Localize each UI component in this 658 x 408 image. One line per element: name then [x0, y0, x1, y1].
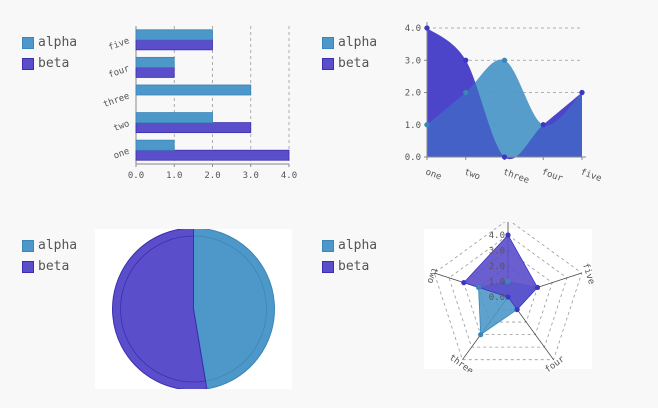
- bar-alpha-one: [135, 139, 175, 151]
- bar-beta-two: [135, 122, 252, 134]
- x-tick-label: 3.0: [243, 171, 259, 181]
- bar-alpha-two: [135, 112, 213, 123]
- legend-bar-chart: alpha beta: [22, 32, 77, 74]
- beta-swatch: [322, 260, 334, 273]
- x-tick-label: 1.0: [166, 171, 182, 181]
- beta-swatch: [22, 260, 34, 273]
- legend-label-beta: beta: [38, 56, 70, 71]
- y-tick-label: 3.0: [405, 56, 421, 66]
- y-tick-label: 0.0: [405, 153, 421, 163]
- radar-point-beta-five: [534, 284, 541, 291]
- radial-tick-label: 1.0: [489, 278, 505, 288]
- alpha-swatch: [322, 239, 334, 252]
- x-tick-label: two: [463, 167, 482, 182]
- legend-label-alpha: alpha: [338, 35, 378, 50]
- bar-chart: 0.0 1.0 2.0 3.0 4.0 one two three four five: [102, 26, 297, 181]
- alpha-swatch: [322, 36, 334, 49]
- y-tick-label: 4.0: [405, 24, 421, 34]
- legend-item-alpha: alpha: [22, 32, 77, 53]
- area-chart: 0.0 1.0 2.0 3.0 4.0 one two three four five: [405, 22, 603, 186]
- y-tick-label: two: [112, 119, 131, 134]
- legend-radar-chart: alpha beta: [322, 235, 377, 277]
- legend-item-beta: beta: [322, 256, 377, 277]
- bar-alpha-five: [135, 29, 213, 41]
- beta-swatch: [22, 57, 34, 70]
- legend-item-beta: beta: [22, 256, 77, 277]
- x-tick-label: 4.0: [281, 171, 297, 181]
- pie-slice-beta: [112, 229, 208, 389]
- point-alpha-three: [501, 57, 508, 63]
- point-alpha-one: [424, 122, 430, 128]
- legend-label-alpha: alpha: [38, 238, 78, 253]
- radial-tick-label: 0.0: [489, 293, 505, 303]
- point-beta-two: [463, 57, 469, 63]
- bar-beta-one: [135, 149, 290, 161]
- point-beta-four: [540, 122, 546, 128]
- bar-beta-four: [135, 67, 175, 78]
- radar-point-alpha-three: [478, 332, 484, 338]
- y-tick-label: four: [107, 64, 131, 81]
- y-tick-label: 2.0: [405, 89, 421, 99]
- x-tick-label: 2.0: [204, 171, 220, 181]
- legend-item-beta: beta: [22, 53, 77, 74]
- radar-point-beta-one: [505, 232, 511, 238]
- bar-alpha-four: [135, 56, 175, 68]
- radar-point-beta-two: [461, 280, 467, 286]
- point-alpha-two: [463, 89, 469, 96]
- legend-pie-chart: alpha beta: [22, 235, 77, 277]
- x-tick-label: one: [424, 167, 443, 182]
- legend-label-alpha: alpha: [338, 238, 378, 253]
- pie-chart: [112, 229, 275, 389]
- beta-swatch: [322, 57, 334, 70]
- pie-inner-ring-beta: [120, 235, 206, 383]
- pie-slice-alpha: [193, 229, 275, 389]
- point-beta-five: [579, 89, 585, 96]
- legend-item-beta: beta: [322, 53, 377, 74]
- legend-label-alpha: alpha: [38, 35, 78, 50]
- category-label-five: five: [580, 262, 596, 286]
- alpha-swatch: [22, 36, 34, 49]
- radial-tick-label: 3.0: [489, 247, 505, 257]
- radial-tick-label: 2.0: [489, 262, 505, 272]
- legend-item-alpha: alpha: [322, 32, 377, 53]
- radial-tick-label: 4.0: [489, 231, 505, 241]
- radar-point-beta-four: [514, 306, 520, 313]
- radar-grid-ring: [433, 222, 583, 361]
- radar-area-beta: [463, 234, 538, 311]
- category-label-four: four: [543, 354, 567, 372]
- legend-area-chart: alpha beta: [322, 32, 377, 74]
- radar-point-alpha-one: [505, 278, 511, 285]
- x-tick-label: four: [540, 167, 564, 184]
- x-tick-label: five: [579, 167, 603, 184]
- legend-item-alpha: alpha: [322, 235, 377, 256]
- y-tick-label: five: [107, 36, 131, 53]
- x-tick-label: three: [501, 167, 530, 186]
- y-tick-label: three: [102, 91, 131, 110]
- legend-item-alpha: alpha: [22, 235, 77, 256]
- legend-label-beta: beta: [338, 56, 370, 71]
- point-beta-three: [501, 154, 508, 160]
- bar-beta-five: [135, 39, 213, 51]
- category-label-two: two: [425, 266, 440, 285]
- legend-label-beta: beta: [338, 259, 370, 274]
- radar-point-alpha-two: [475, 284, 482, 291]
- radar-chart: 0.01.02.03.04.0onefivefourthreetwo: [425, 222, 596, 372]
- legend-label-beta: beta: [38, 259, 70, 274]
- y-tick-label: 1.0: [405, 121, 421, 131]
- point-beta-one: [424, 25, 430, 31]
- radar-point-beta-three: [505, 294, 511, 300]
- y-tick-label: one: [112, 147, 131, 162]
- pie-inner-ring-alpha: [193, 235, 267, 382]
- alpha-swatch: [22, 239, 34, 252]
- bar-alpha-three: [135, 84, 252, 96]
- radar-grid-ring: [448, 234, 568, 348]
- x-tick-label: 0.0: [128, 171, 144, 181]
